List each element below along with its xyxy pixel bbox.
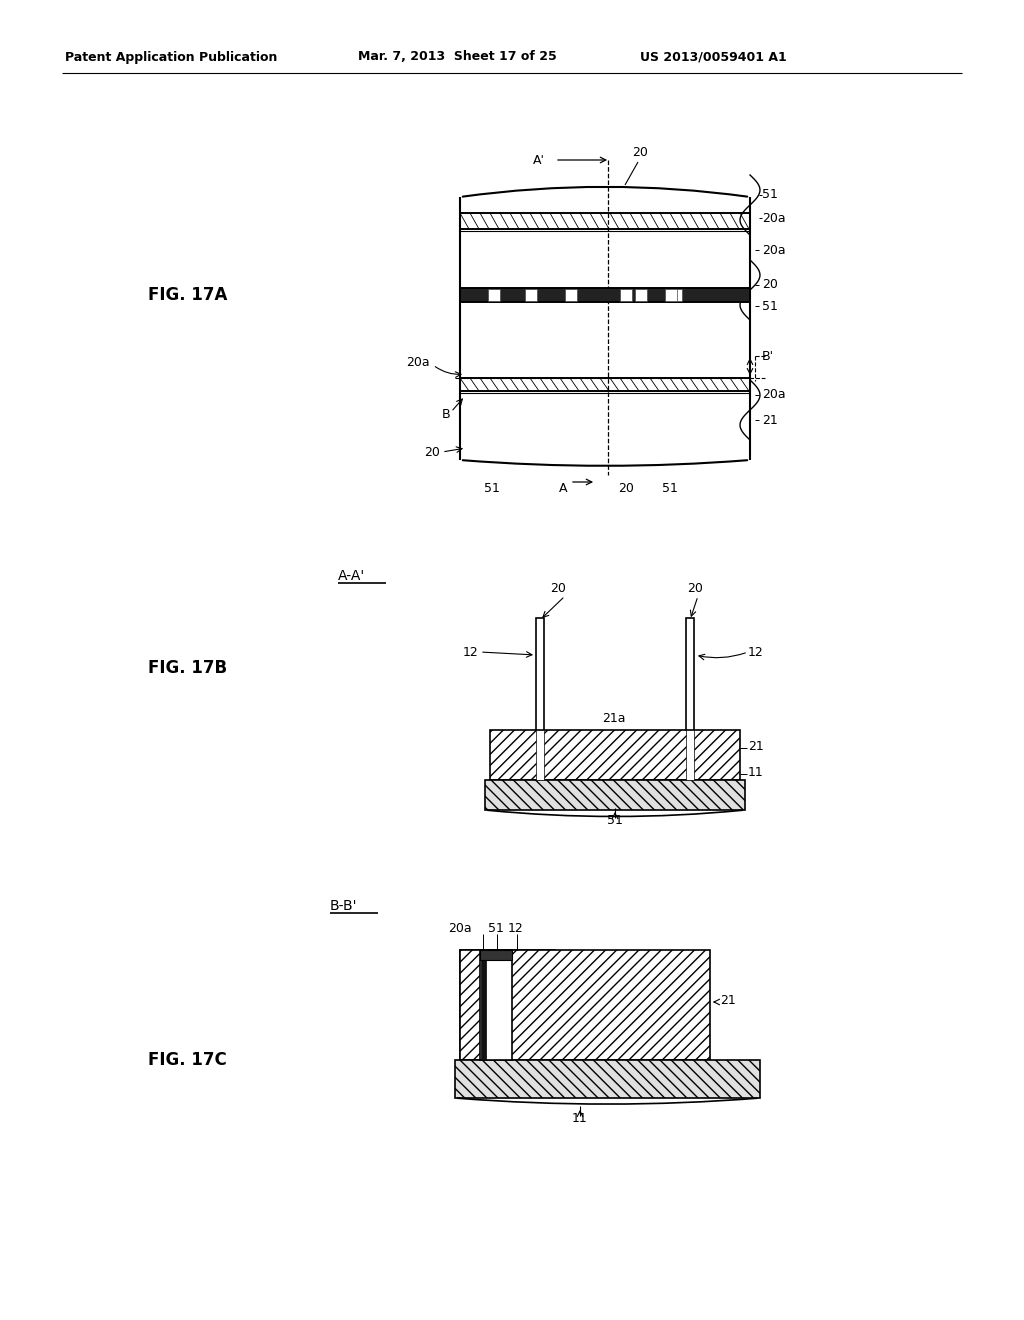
Bar — [460, 950, 555, 1060]
Bar — [460, 288, 750, 302]
Bar — [485, 780, 745, 810]
Text: 20: 20 — [762, 279, 778, 292]
Text: 20: 20 — [550, 582, 566, 594]
Text: 21: 21 — [762, 413, 778, 426]
Bar — [635, 289, 647, 301]
Bar — [488, 289, 500, 301]
Text: B': B' — [762, 350, 774, 363]
Text: 20a: 20a — [449, 921, 472, 935]
Text: 21: 21 — [720, 994, 736, 1006]
Text: B-B': B-B' — [330, 899, 357, 913]
Text: 12: 12 — [748, 645, 764, 659]
Text: 20a: 20a — [762, 211, 785, 224]
Text: 20: 20 — [424, 446, 440, 458]
Bar — [480, 950, 512, 960]
Text: FIG. 17C: FIG. 17C — [148, 1051, 226, 1069]
Bar — [670, 289, 682, 301]
Bar — [686, 730, 694, 780]
Text: FIG. 17B: FIG. 17B — [148, 659, 227, 677]
Bar — [536, 618, 544, 730]
Text: 20: 20 — [632, 145, 648, 158]
Text: 51: 51 — [484, 482, 500, 495]
Bar — [665, 289, 677, 301]
Bar — [480, 950, 512, 1060]
Text: 11: 11 — [748, 767, 764, 780]
Text: 20a: 20a — [762, 243, 785, 256]
Text: A: A — [558, 482, 567, 495]
Text: 20a: 20a — [407, 355, 430, 368]
Text: 20: 20 — [618, 482, 634, 495]
Text: Mar. 7, 2013  Sheet 17 of 25: Mar. 7, 2013 Sheet 17 of 25 — [358, 50, 557, 63]
Text: Patent Application Publication: Patent Application Publication — [65, 50, 278, 63]
Text: FIG. 17A: FIG. 17A — [148, 286, 227, 304]
Text: 20a: 20a — [762, 388, 785, 401]
Bar — [490, 730, 740, 780]
Bar — [481, 950, 486, 1060]
Text: 21: 21 — [748, 741, 764, 754]
Bar — [536, 730, 544, 780]
Text: B: B — [441, 408, 450, 421]
Text: US 2013/0059401 A1: US 2013/0059401 A1 — [640, 50, 786, 63]
Text: 51: 51 — [607, 813, 623, 826]
Text: A': A' — [534, 153, 545, 166]
Bar — [565, 289, 577, 301]
Text: 12: 12 — [462, 645, 478, 659]
Bar — [455, 1060, 760, 1098]
Text: 51: 51 — [663, 482, 678, 495]
Text: 21a: 21a — [602, 711, 626, 725]
Text: 51: 51 — [762, 300, 778, 313]
Text: 20: 20 — [687, 582, 702, 594]
Text: 11: 11 — [572, 1111, 588, 1125]
Text: 51: 51 — [488, 921, 504, 935]
Bar — [620, 289, 632, 301]
Text: 51: 51 — [762, 189, 778, 202]
Text: A-A': A-A' — [338, 569, 366, 583]
Bar — [525, 289, 537, 301]
Bar — [686, 618, 694, 730]
Text: 12: 12 — [508, 921, 524, 935]
Bar — [460, 950, 710, 1060]
